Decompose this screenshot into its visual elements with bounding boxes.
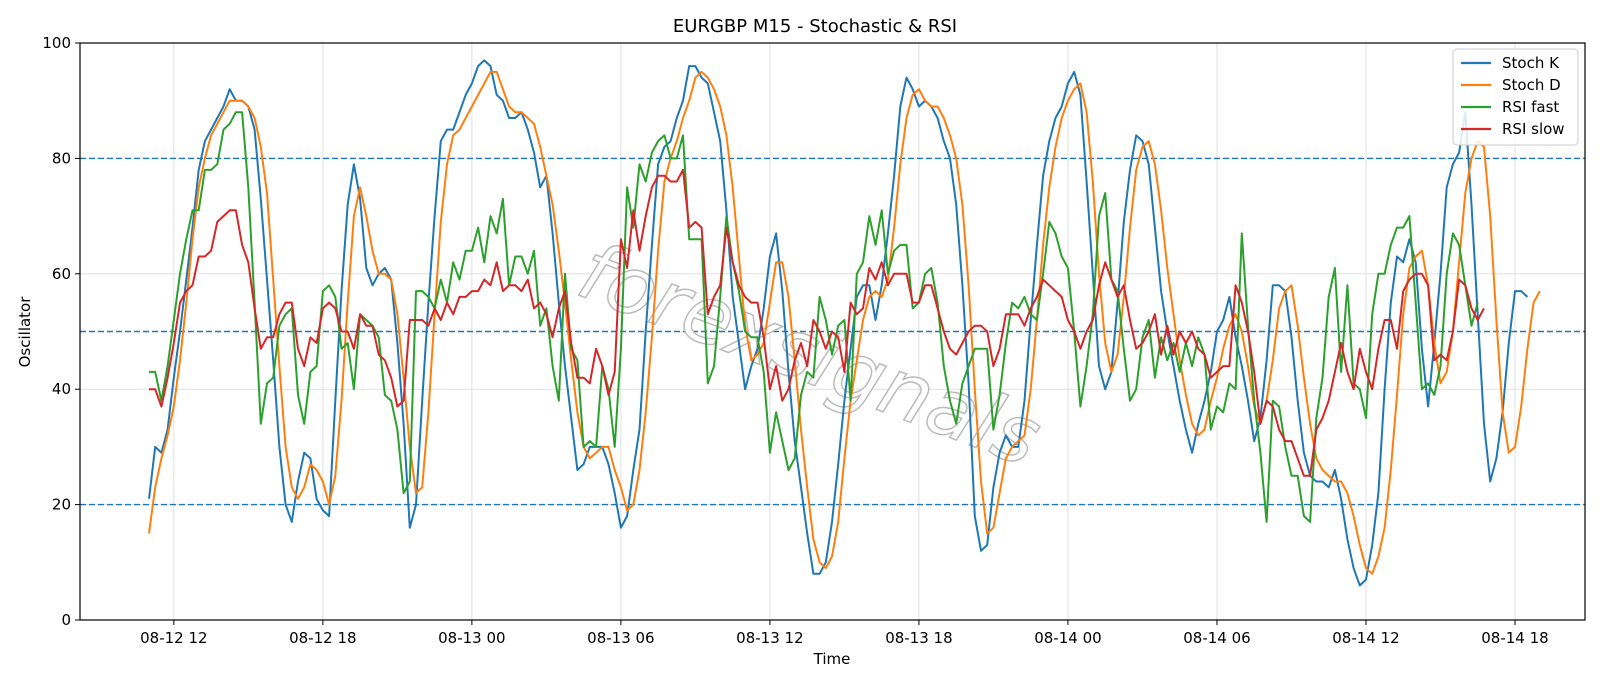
y-axis-label: Oscillator bbox=[16, 296, 34, 368]
legend-label-stoch-k: Stoch K bbox=[1502, 54, 1560, 72]
legend-label-rsi-fast: RSI fast bbox=[1502, 98, 1559, 116]
legend-box bbox=[1452, 48, 1579, 146]
y-tick-label: 40 bbox=[52, 380, 71, 398]
x-tick-label: 08-12 18 bbox=[289, 629, 356, 647]
plot-frame bbox=[79, 42, 1586, 621]
x-tick-label: 08-14 18 bbox=[1481, 629, 1548, 647]
x-axis-ticks: 08-12 12 08-12 18 08-13 00 08-13 06 08-13 12… bbox=[140, 620, 1549, 647]
y-axis-ticks: 0 20 40 60 80 100 bbox=[42, 34, 80, 629]
x-tick-label: 08-12 12 bbox=[140, 629, 207, 647]
x-tick-label: 08-13 06 bbox=[587, 629, 654, 647]
x-tick-label: 08-13 18 bbox=[885, 629, 952, 647]
x-tick-label: 08-13 00 bbox=[438, 629, 505, 647]
series-line-rsi-slow bbox=[149, 168, 1485, 477]
y-tick-label: 0 bbox=[61, 611, 71, 629]
series-lines bbox=[148, 59, 1541, 587]
y-tick-label: 20 bbox=[52, 496, 71, 514]
x-tick-label: 08-14 06 bbox=[1183, 629, 1250, 647]
legend-label-rsi-slow: RSI slow bbox=[1502, 120, 1565, 138]
x-axis-label: Time bbox=[813, 650, 851, 668]
series-line-stoch-d bbox=[148, 70, 1541, 575]
legend-label-stoch-d: Stoch D bbox=[1502, 76, 1561, 94]
x-tick-label: 08-14 00 bbox=[1034, 629, 1101, 647]
chart-title: EURGBP M15 - Stochastic & RSI bbox=[673, 16, 957, 37]
legend: Stoch K Stoch D RSI fast RSI slow bbox=[1452, 48, 1579, 146]
x-tick-label: 08-14 12 bbox=[1332, 629, 1399, 647]
y-tick-label: 80 bbox=[52, 149, 71, 167]
series-line-rsi-fast bbox=[149, 111, 1479, 523]
x-tick-label: 08-13 12 bbox=[736, 629, 803, 647]
y-tick-label: 100 bbox=[42, 34, 71, 52]
y-tick-label: 60 bbox=[52, 265, 71, 283]
